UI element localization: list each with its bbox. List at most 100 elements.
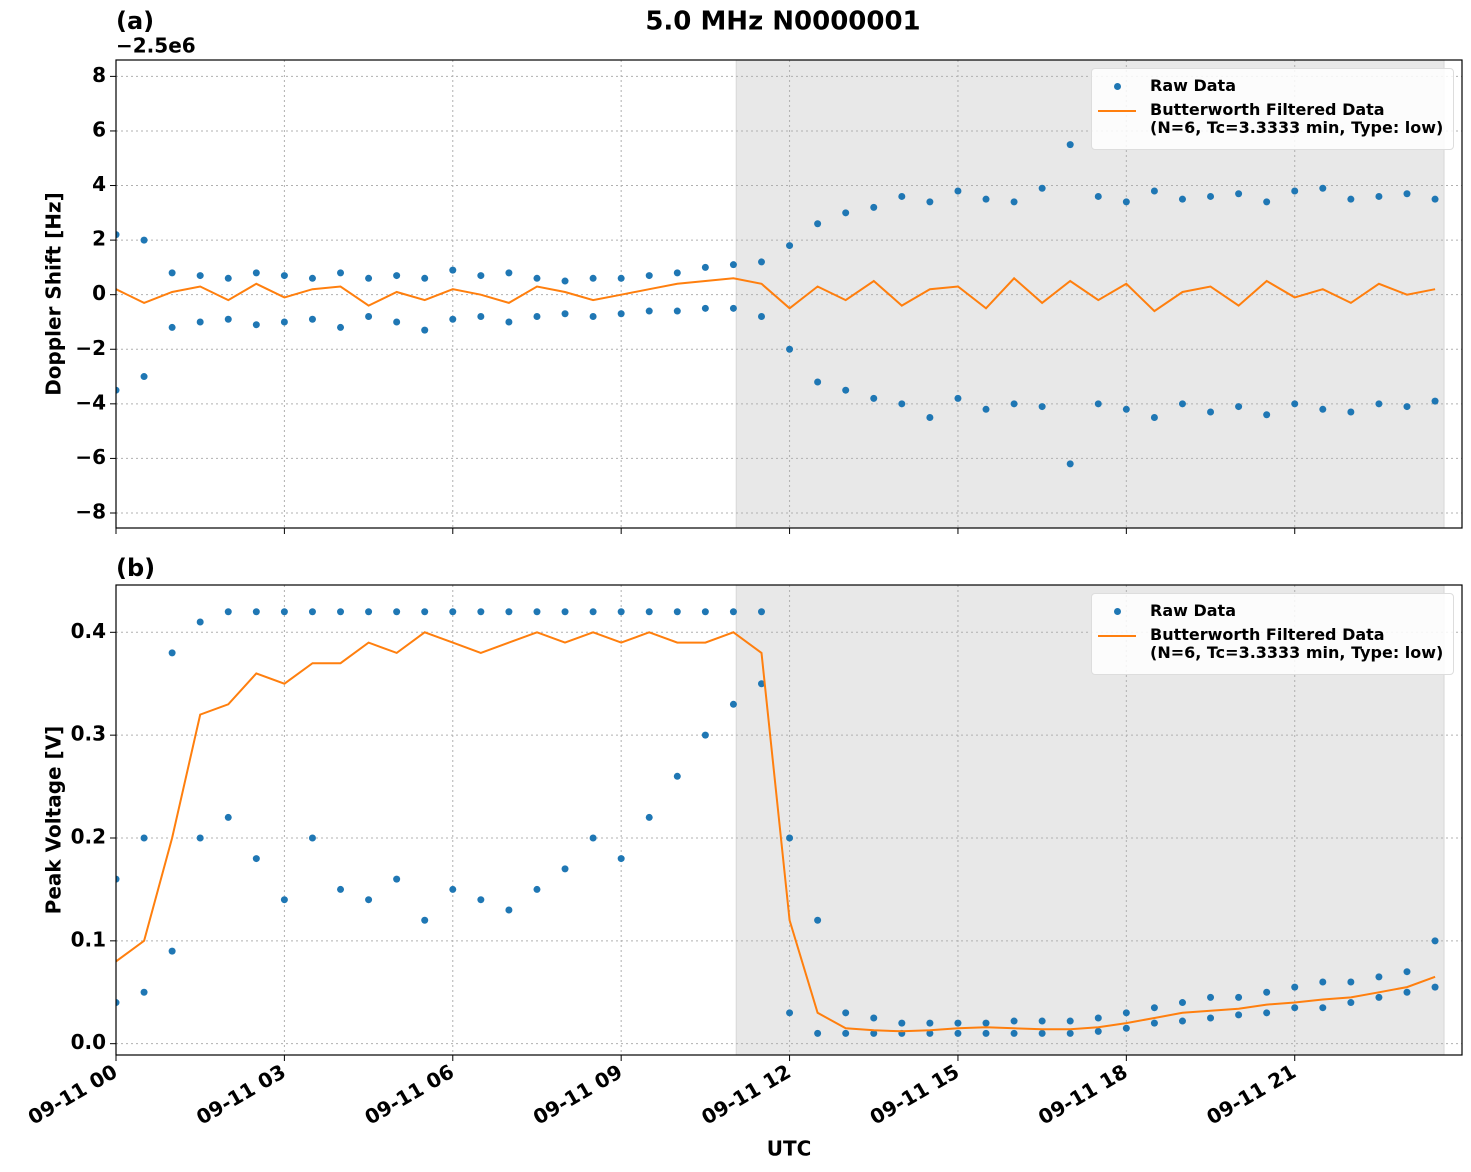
raw-point (421, 274, 429, 282)
raw-point (477, 272, 485, 280)
raw-point (926, 198, 934, 206)
raw-point (645, 307, 653, 315)
raw-point (1094, 400, 1102, 408)
raw-point (337, 885, 345, 893)
raw-point (116, 875, 120, 883)
raw-point (1178, 999, 1186, 1007)
legend-entry: Raw Data (1098, 77, 1443, 95)
raw-point (842, 1029, 850, 1037)
raw-point (1178, 1017, 1186, 1025)
raw-point (421, 916, 429, 924)
raw-point (870, 1029, 878, 1037)
raw-point (898, 400, 906, 408)
raw-point (589, 313, 597, 321)
raw-point (954, 394, 962, 402)
y-tick-label: 4 (92, 172, 106, 196)
raw-point (926, 413, 934, 421)
raw-point (870, 394, 878, 402)
raw-point (982, 405, 990, 413)
raw-point (1375, 192, 1383, 200)
raw-point (589, 608, 597, 616)
plot-area (116, 608, 1439, 1037)
raw-point (1066, 460, 1074, 468)
raw-point (1375, 400, 1383, 408)
x-tick-label: 09-11 06 (360, 1059, 458, 1129)
raw-point (561, 865, 569, 873)
raw-point (337, 608, 345, 616)
raw-point (505, 318, 513, 326)
legend-label: Raw Data (1150, 76, 1236, 95)
raw-point (533, 313, 541, 321)
raw-point (308, 274, 316, 282)
y-axis-label: Doppler Shift [Hz] (42, 192, 66, 396)
legend-label: Butterworth Filtered Data (N=6, Tc=3.333… (1150, 100, 1444, 137)
raw-point (701, 304, 709, 312)
y-tick-label: −8 (75, 499, 106, 523)
raw-point (449, 315, 457, 323)
raw-point (505, 906, 513, 914)
raw-point (729, 608, 737, 616)
y-tick-label: 2 (92, 227, 106, 251)
raw-point (786, 1009, 794, 1017)
raw-point (1094, 1027, 1102, 1035)
legend-key (1098, 101, 1136, 119)
raw-point (1263, 411, 1271, 419)
raw-point (954, 1029, 962, 1037)
raw-point (1235, 190, 1243, 198)
raw-point (842, 386, 850, 394)
raw-point (1150, 187, 1158, 195)
raw-point (505, 269, 513, 277)
raw-point (589, 274, 597, 282)
raw-point (898, 192, 906, 200)
raw-point (1010, 1017, 1018, 1025)
raw-point (701, 263, 709, 271)
y-tick-label: 0.0 (71, 1030, 106, 1054)
raw-point (280, 608, 288, 616)
raw-point (224, 274, 232, 282)
raw-point (280, 896, 288, 904)
raw-point (870, 1014, 878, 1022)
raw-point (1347, 999, 1355, 1007)
raw-point (1038, 403, 1046, 411)
raw-point (308, 608, 316, 616)
raw-point (393, 608, 401, 616)
raw-point (196, 318, 204, 326)
legend-key (1098, 626, 1136, 644)
raw-point (870, 203, 878, 211)
axes-frame (115, 59, 1463, 529)
raw-point (224, 608, 232, 616)
raw-point (1291, 983, 1299, 991)
raw-point (116, 999, 120, 1007)
raw-point (1291, 1004, 1299, 1012)
x-tick-label: 09-11 00 (24, 1059, 122, 1129)
raw-point (1235, 993, 1243, 1001)
raw-point (589, 834, 597, 842)
raw-point (1431, 983, 1439, 991)
raw-point (757, 313, 765, 321)
raw-point (1010, 400, 1018, 408)
raw-point (1150, 413, 1158, 421)
raw-point (393, 272, 401, 280)
raw-point (729, 261, 737, 269)
raw-point (505, 608, 513, 616)
raw-point (337, 323, 345, 331)
raw-point (954, 1019, 962, 1027)
raw-point (729, 700, 737, 708)
raw-point (1150, 1004, 1158, 1012)
raw-point (140, 236, 148, 244)
raw-point (757, 258, 765, 266)
raw-point (1066, 1029, 1074, 1037)
raw-point (673, 307, 681, 315)
raw-point (1319, 184, 1327, 192)
raw-point (1094, 1014, 1102, 1022)
raw-point (449, 885, 457, 893)
raw-point (814, 220, 822, 228)
y-tick-label: −6 (75, 445, 106, 469)
raw-point (645, 608, 653, 616)
raw-point (982, 1029, 990, 1037)
filtered-line (116, 631, 1436, 1033)
raw-point (1263, 988, 1271, 996)
x-tick-label: 09-11 18 (1034, 1059, 1132, 1129)
